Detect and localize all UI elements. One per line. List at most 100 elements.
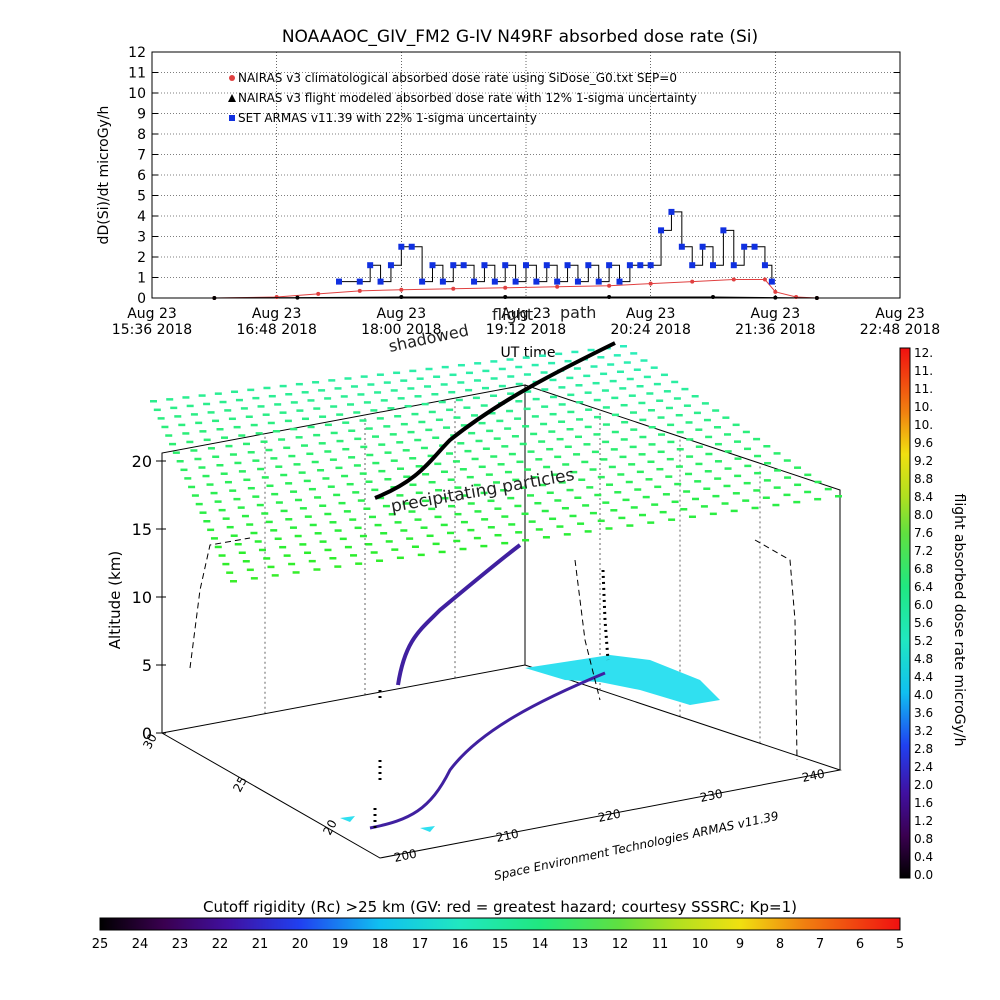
precip-dot <box>531 476 539 479</box>
precip-dot <box>343 510 351 513</box>
precip-dot <box>564 445 572 449</box>
precip-dot <box>566 376 574 380</box>
precip-dot <box>284 419 292 423</box>
precip-dot <box>250 423 258 427</box>
precip-dot <box>694 480 702 483</box>
precip-dot <box>330 431 338 435</box>
precip-dot <box>234 542 242 546</box>
data-point <box>585 262 592 269</box>
precip-dot <box>308 559 316 563</box>
precip-dot <box>471 457 479 461</box>
precip-dot <box>342 421 350 424</box>
x-tick-label: Aug 23 <box>751 306 801 322</box>
precip-dot <box>814 480 822 484</box>
precip-dot <box>231 390 239 394</box>
precip-dot <box>261 476 269 479</box>
flight-track-mid <box>396 543 522 686</box>
precip-dot <box>434 515 442 519</box>
colorbar-tick-label: 23 <box>172 937 189 952</box>
precip-dot <box>285 482 293 485</box>
x-tick-label: 19:12 2018 <box>486 322 566 338</box>
data-point <box>336 278 342 285</box>
colorbar-tick-label: 11. <box>914 364 933 378</box>
precip-dot <box>531 363 539 367</box>
precip-dot <box>626 377 634 381</box>
precip-dot <box>299 543 307 546</box>
precip-dot <box>721 502 729 505</box>
precip-dot <box>263 386 271 390</box>
precip-dot <box>252 396 260 400</box>
data-point <box>377 278 384 285</box>
precip-dot <box>666 457 674 461</box>
precip-dot <box>383 425 391 428</box>
precip-dot <box>512 478 520 482</box>
data-point <box>710 262 716 269</box>
colorbar-tick-label: 2.0 <box>914 778 933 792</box>
precip-dot <box>585 408 593 411</box>
precip-dot <box>270 529 278 532</box>
x-tick-label: 21:36 2018 <box>735 322 815 338</box>
precip-dot <box>474 510 482 513</box>
precip-dot <box>438 400 446 404</box>
precip-dot <box>783 459 791 462</box>
precip-dot <box>352 491 360 494</box>
series-line <box>214 296 817 299</box>
precip-dot <box>226 571 234 574</box>
y-tick-labels: 30 25 20 <box>140 731 340 837</box>
precip-dot <box>602 501 610 504</box>
precip-dot <box>709 512 717 516</box>
precip-dot <box>676 448 684 451</box>
colorbar-tick-labels: 12. 11. 11. 10. 10. 9.6 9.2 8.8 8.4 8.0 7.6 7.2 6.8 6… <box>914 346 933 882</box>
precip-dot <box>558 481 566 484</box>
precip-dot <box>636 385 644 388</box>
precip-dot <box>304 551 312 555</box>
y-tick-label: 7 <box>137 148 146 164</box>
precip-dot <box>165 434 173 437</box>
precip-dot <box>210 491 218 495</box>
data-point <box>595 278 602 285</box>
colorbar-tick-label: 13 <box>572 937 589 952</box>
precip-dot <box>695 462 703 466</box>
precip-dot <box>374 391 382 394</box>
precip-dot <box>318 389 326 392</box>
precip-dot <box>464 449 472 453</box>
precip-dot <box>591 450 599 454</box>
precip-dot <box>190 413 198 416</box>
precip-dot <box>541 405 549 408</box>
data-point <box>607 294 612 299</box>
x-tick-label: 240 <box>801 766 826 784</box>
precip-dot <box>385 540 393 543</box>
precip-dot <box>303 479 311 483</box>
precip-dot <box>480 491 488 495</box>
precip-dot <box>266 484 274 488</box>
precip-dot <box>212 455 220 459</box>
precip-dot <box>724 450 732 453</box>
precip-dot <box>751 506 759 510</box>
precip-dot <box>653 382 661 386</box>
data-point <box>607 283 612 288</box>
precip-dot <box>334 529 342 532</box>
precip-dot <box>480 544 488 548</box>
colorbar-tick-label: 25 <box>92 937 109 952</box>
precip-dot <box>538 354 546 357</box>
grid <box>152 51 900 299</box>
precip-dot <box>334 387 342 390</box>
data-point <box>699 243 706 250</box>
y-axis-label: dD(Si)/dt microGy/h <box>96 106 112 245</box>
precip-dot <box>329 521 337 524</box>
precip-dot <box>703 487 711 490</box>
precip-dot <box>744 447 752 451</box>
data-point <box>768 278 775 285</box>
precip-dot <box>587 348 595 352</box>
legend-entry: SET ARMAS v11.39 with 22% 1-sigma uncert… <box>238 111 537 125</box>
colorbar-tick-label: 5 <box>896 937 904 952</box>
precip-dot <box>346 482 354 486</box>
precip-dot <box>633 368 641 371</box>
precip-dot <box>263 557 271 560</box>
series-line <box>214 279 817 299</box>
precip-dot <box>279 411 287 414</box>
precip-dot <box>214 500 222 503</box>
precip-dot <box>667 440 675 444</box>
precip-dot <box>814 497 822 501</box>
precip-dot <box>659 510 667 514</box>
